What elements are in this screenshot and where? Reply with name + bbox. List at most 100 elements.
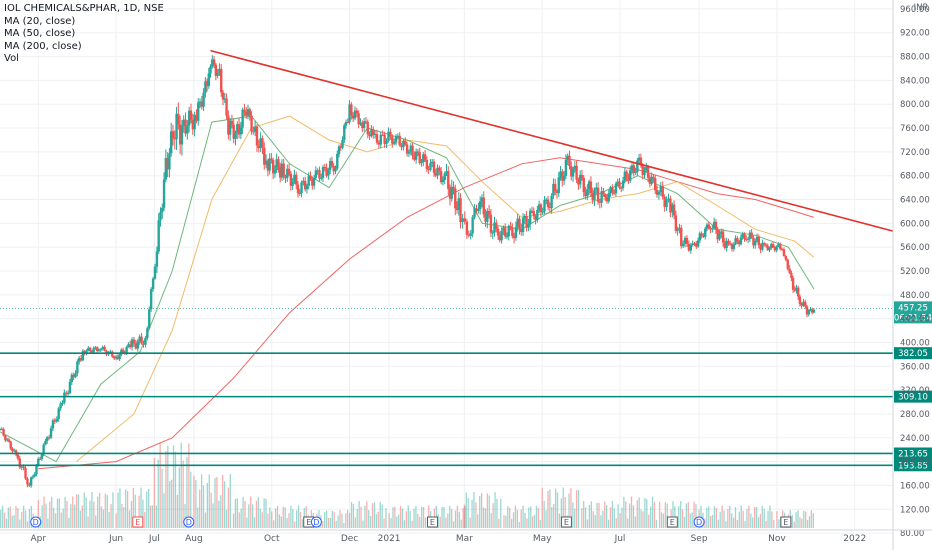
candle-body xyxy=(49,428,53,438)
candle-body xyxy=(791,277,795,290)
candle-body xyxy=(278,167,282,178)
candle-body xyxy=(445,171,448,174)
volume-bar xyxy=(216,476,218,528)
candle-body xyxy=(523,215,527,219)
candle-body xyxy=(88,347,92,352)
candle-body xyxy=(409,145,412,152)
volume-bar xyxy=(545,510,547,528)
candle-body xyxy=(589,181,593,193)
volume-bar xyxy=(345,513,347,528)
support-price-badge xyxy=(894,459,932,472)
volume-bar xyxy=(242,497,244,528)
volume-bar xyxy=(549,489,551,528)
volume-bar xyxy=(26,521,29,528)
volume-bar xyxy=(368,510,370,528)
candle-body xyxy=(603,194,607,198)
volume-bar xyxy=(206,482,209,528)
volume-bar xyxy=(638,497,640,528)
candle-body xyxy=(40,454,44,459)
legend-vol[interactable]: Vol xyxy=(4,53,19,64)
candle-body xyxy=(546,199,550,208)
volume-bar xyxy=(159,442,161,528)
price-axis[interactable]: 80.00 120.00 160.00 200.00 240.00 280.00 320.0… xyxy=(892,0,930,550)
legend-ma200[interactable]: MA (200, close) xyxy=(4,40,82,52)
time-axis[interactable]: Apr Jun Jul Aug Oct Dec 2021 Mar May Jul Sep Nov 202… xyxy=(0,529,932,544)
volume-bar xyxy=(514,505,517,528)
volume-bar xyxy=(592,511,594,528)
candle-body xyxy=(545,199,548,201)
candle-body xyxy=(266,160,270,171)
volume-bar xyxy=(169,481,171,528)
trendline[interactable] xyxy=(210,49,894,232)
volume-bar xyxy=(679,501,682,528)
candle-body xyxy=(90,351,94,353)
volume-bar xyxy=(725,521,727,528)
volume-bar xyxy=(369,516,372,528)
volume-bar xyxy=(492,503,494,528)
candle-body xyxy=(782,249,786,257)
candle-body xyxy=(166,158,169,170)
candle-body xyxy=(289,173,293,186)
candle-body xyxy=(411,145,414,156)
volume-bar xyxy=(373,502,376,528)
support-price-badge xyxy=(894,390,932,403)
candle-body xyxy=(57,408,60,420)
candle-body xyxy=(812,309,816,313)
volume-bar xyxy=(463,504,466,528)
candle-body xyxy=(495,222,498,229)
candle-body xyxy=(44,441,47,445)
volume-bar xyxy=(381,504,383,528)
legend-ma50[interactable]: MA (50, close) xyxy=(4,28,76,39)
candle-body xyxy=(609,187,612,194)
volume-bar xyxy=(337,515,339,528)
candle-body xyxy=(387,131,390,141)
volume-bar xyxy=(740,505,742,528)
volume-bar xyxy=(691,512,693,528)
volume-bar xyxy=(234,498,237,528)
candle-body xyxy=(473,208,476,218)
candle-body xyxy=(243,109,246,112)
volume-bar xyxy=(60,512,62,528)
volume-bar xyxy=(375,514,378,528)
candle-body xyxy=(302,180,305,183)
candle-body xyxy=(245,111,248,116)
legend-ma20[interactable]: MA (20, close) xyxy=(4,15,76,27)
candle-body xyxy=(580,174,584,178)
volume-bar xyxy=(500,498,502,528)
candle-body xyxy=(550,195,553,209)
candle-body xyxy=(348,104,351,123)
volume-bar xyxy=(640,509,642,528)
candle-body xyxy=(562,175,566,181)
candle-body xyxy=(396,135,400,137)
volume-bar xyxy=(421,506,423,528)
volume-bar xyxy=(7,507,9,528)
volume-bar xyxy=(482,507,485,528)
volume-bar xyxy=(146,491,148,528)
candle-body xyxy=(364,121,368,123)
volume-bar xyxy=(715,508,718,528)
volume-bar xyxy=(290,505,292,528)
volume-bar xyxy=(240,508,242,528)
candle-body xyxy=(487,211,491,215)
volume-bar xyxy=(184,504,186,528)
candle-body xyxy=(584,192,587,197)
candle-body xyxy=(423,154,427,160)
volume-bar xyxy=(797,510,799,528)
volume-bar xyxy=(632,505,635,528)
volume-bar xyxy=(765,520,767,528)
volume-bar xyxy=(568,493,570,528)
volume-bar xyxy=(761,505,763,528)
volume-bar xyxy=(454,510,457,528)
volume-bar xyxy=(574,508,576,528)
volume-bar xyxy=(348,512,351,528)
volume-bar xyxy=(594,514,596,528)
volume-bar xyxy=(564,496,566,528)
candle-body xyxy=(29,477,33,486)
volume-bar xyxy=(465,492,467,528)
candle-body xyxy=(270,158,273,161)
volume-bar xyxy=(96,496,99,528)
countdown-label: 06:01:54 xyxy=(894,313,932,323)
